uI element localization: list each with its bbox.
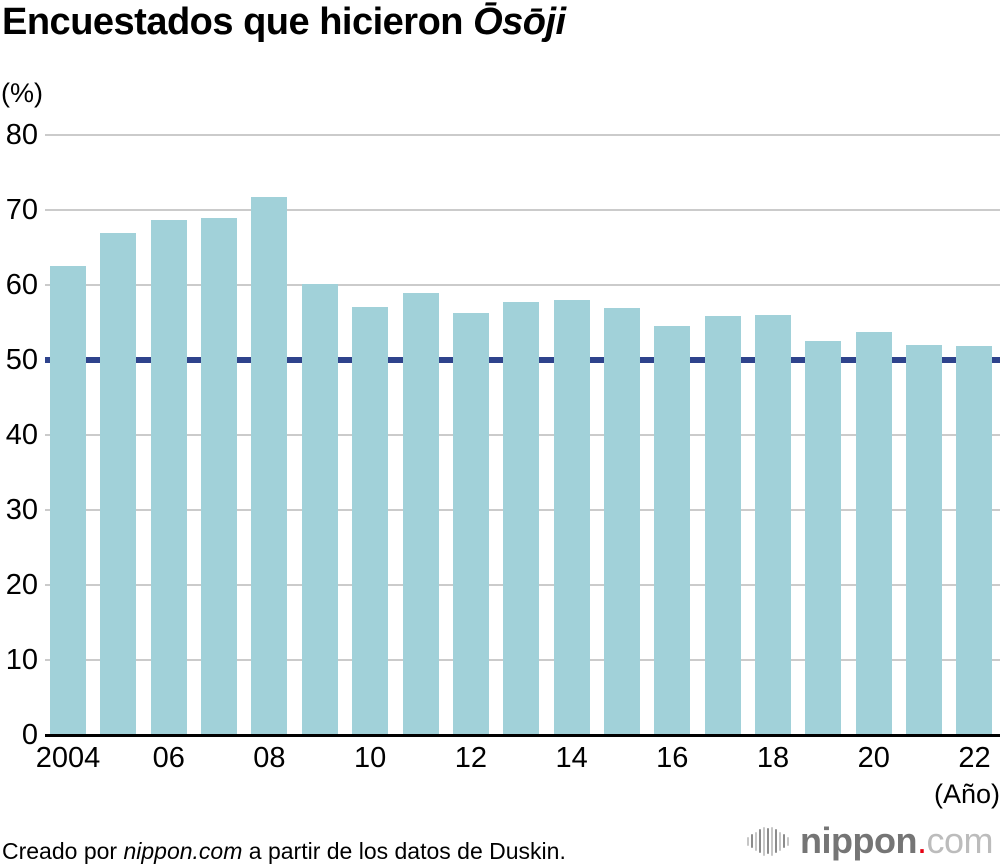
bar-2014 xyxy=(553,300,590,735)
bar-2009 xyxy=(301,283,338,735)
y-tick-label-30: 30 xyxy=(5,494,38,526)
x-tick-label-14: 14 xyxy=(555,742,588,774)
y-tick-label-80: 80 xyxy=(5,119,38,151)
x-tick-label-08: 08 xyxy=(253,742,286,774)
x-axis-unit-label: (Año) xyxy=(933,779,1000,809)
y-axis-unit-label: (%) xyxy=(1,78,43,108)
y-tick-label-40: 40 xyxy=(5,419,38,451)
credit-prefix: Creado por xyxy=(2,838,124,864)
bar-2020 xyxy=(855,332,892,735)
soundwave-bars-icon xyxy=(747,826,791,856)
gridline-70 xyxy=(45,209,1000,211)
bar-2011 xyxy=(402,293,439,735)
logo-tld: com xyxy=(926,820,993,861)
x-tick-label-22: 22 xyxy=(958,742,991,774)
logo-dot: . xyxy=(916,820,927,861)
y-tick-label-60: 60 xyxy=(5,269,38,301)
x-tick-label-06: 06 xyxy=(152,742,185,774)
bar-2012 xyxy=(452,312,489,735)
bar-2006 xyxy=(150,219,187,735)
page-title-italic: Ōsōji xyxy=(473,1,566,43)
gridline-80 xyxy=(45,134,1000,136)
page-title: Encuestados que hicieron Ōsōji xyxy=(2,0,566,44)
y-tick-label-10: 10 xyxy=(5,644,38,676)
credit-source: nippon.com xyxy=(123,838,243,864)
bar-2010 xyxy=(352,306,389,735)
nippon-logo: nippon.com xyxy=(747,820,993,862)
credit-suffix: a partir de los datos de Duskin. xyxy=(242,838,566,864)
gridline-60 xyxy=(45,284,1000,286)
y-tick-label-0: 0 xyxy=(21,719,38,751)
bar-2016 xyxy=(654,325,691,735)
x-tick-label-2004: 2004 xyxy=(35,742,101,774)
x-tick-label-18: 18 xyxy=(756,742,790,774)
x-axis-line xyxy=(45,734,1000,737)
y-tick-label-20: 20 xyxy=(5,569,38,601)
source-credit: Creado por nippon.com a partir de los da… xyxy=(2,838,566,864)
bar-2005 xyxy=(100,233,137,735)
bar-2019 xyxy=(805,340,842,735)
bar-2021 xyxy=(906,345,943,735)
y-tick-label-70: 70 xyxy=(5,194,38,226)
bar-2017 xyxy=(704,315,741,735)
x-tick-label-12: 12 xyxy=(454,742,487,774)
bar-2022 xyxy=(956,345,993,735)
x-tick-label-10: 10 xyxy=(354,742,387,774)
bar-2018 xyxy=(755,315,792,735)
bar-2008 xyxy=(251,197,288,735)
x-tick-label-20: 20 xyxy=(857,742,890,774)
page-title-regular: Encuestados que hicieron xyxy=(2,1,474,43)
logo-word: nippon xyxy=(800,820,917,861)
bar-2007 xyxy=(201,218,238,735)
bar-2015 xyxy=(603,307,640,735)
y-tick-label-50: 50 xyxy=(5,344,38,376)
x-tick-label-16: 16 xyxy=(656,742,689,774)
bar-2013 xyxy=(503,301,540,735)
bar-2004 xyxy=(50,265,86,735)
nippon-logo-text: nippon.com xyxy=(800,820,993,862)
